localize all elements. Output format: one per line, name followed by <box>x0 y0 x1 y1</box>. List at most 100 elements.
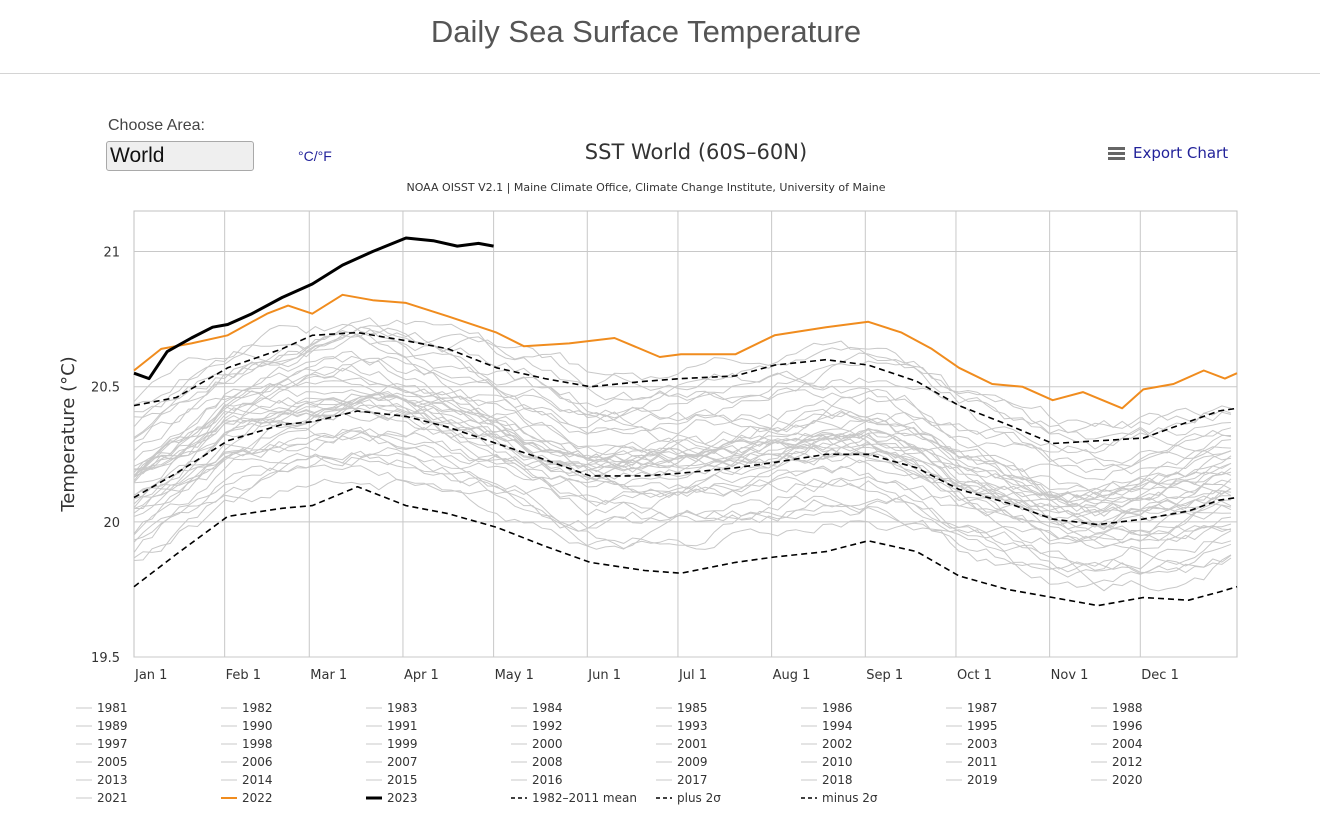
legend-item[interactable]: 1998 <box>221 737 273 751</box>
legend-label: 1988 <box>1112 701 1143 715</box>
legend-label: plus 2σ <box>677 791 721 805</box>
x-tick-label: Apr 1 <box>404 668 439 683</box>
legend-label: 2010 <box>822 755 853 769</box>
legend-label: 1993 <box>677 719 708 733</box>
year-line <box>133 329 1232 454</box>
legend-item[interactable]: 2006 <box>221 755 273 769</box>
legend-item[interactable]: 2014 <box>221 773 273 787</box>
year-line <box>133 325 1232 434</box>
legend-item[interactable]: 1982 <box>221 701 273 715</box>
year-line <box>133 450 1232 565</box>
legend-item[interactable]: 2004 <box>1091 737 1143 751</box>
legend-item[interactable]: 2008 <box>511 755 563 769</box>
legend-label: 2006 <box>242 755 273 769</box>
legend-item[interactable]: 2019 <box>946 773 998 787</box>
legend-item[interactable]: 2020 <box>1091 773 1143 787</box>
legend-item[interactable]: 1993 <box>656 719 708 733</box>
unit-toggle-link[interactable]: °C/°F <box>298 148 332 164</box>
legend-item[interactable]: 1984 <box>511 701 563 715</box>
x-tick-label: Oct 1 <box>957 668 992 683</box>
year-line <box>134 355 1232 503</box>
legend-item[interactable]: 1987 <box>946 701 998 715</box>
legend-item[interactable]: 1988 <box>1091 701 1143 715</box>
legend-label: 1989 <box>97 719 128 733</box>
chart-title: SST World (60S–60N) <box>584 140 808 164</box>
x-tick-label: Jul 1 <box>678 668 707 683</box>
legend-item[interactable]: 2017 <box>656 773 708 787</box>
legend-label: 1981 <box>97 701 128 715</box>
legend-label: 1982–2011 mean <box>532 791 637 805</box>
legend-label: 1987 <box>967 701 998 715</box>
legend-label: 2001 <box>677 737 708 751</box>
legend-item[interactable]: 1989 <box>76 719 128 733</box>
legend-item[interactable]: 2022 <box>221 791 273 805</box>
legend-item[interactable]: 2016 <box>511 773 563 787</box>
legend-label: 2013 <box>97 773 128 787</box>
legend-item[interactable]: 2005 <box>76 755 128 769</box>
legend-item[interactable]: plus 2σ <box>656 791 721 805</box>
legend-label: 1991 <box>387 719 418 733</box>
legend-item[interactable]: 2011 <box>946 755 998 769</box>
series-line-minus-2- <box>133 485 1238 607</box>
legend-label: minus 2σ <box>822 791 878 805</box>
legend-item[interactable]: 1986 <box>801 701 853 715</box>
legend-item[interactable]: 1992 <box>511 719 563 733</box>
area-select[interactable]: World <box>106 141 254 171</box>
legend-label: 1982 <box>242 701 273 715</box>
legend-item[interactable]: minus 2σ <box>801 791 878 805</box>
legend-item[interactable]: 1994 <box>801 719 853 733</box>
export-chart-label: Export Chart <box>1133 144 1229 162</box>
legend-item[interactable]: 1991 <box>366 719 418 733</box>
export-chart-button[interactable]: Export Chart <box>1108 144 1228 162</box>
legend-label: 1992 <box>532 719 563 733</box>
legend-item[interactable]: 2023 <box>366 791 418 805</box>
y-tick-label: 20 <box>103 516 120 531</box>
legend-item[interactable]: 2000 <box>511 737 563 751</box>
year-line <box>133 478 1232 592</box>
x-tick-label: Jun 1 <box>587 668 621 683</box>
year-line <box>133 326 1232 440</box>
legend-item[interactable]: 2013 <box>76 773 128 787</box>
legend-item[interactable]: 2007 <box>366 755 418 769</box>
series-line-2023 <box>133 236 494 381</box>
year-line <box>133 323 1232 429</box>
legend-item[interactable]: 1985 <box>656 701 708 715</box>
legend-item[interactable]: 1983 <box>366 701 418 715</box>
legend-item[interactable]: 2015 <box>366 773 418 787</box>
legend-item[interactable]: 1990 <box>221 719 273 733</box>
year-line <box>133 447 1232 588</box>
legend-item[interactable]: 1981 <box>76 701 128 715</box>
y-tick-label: 20.5 <box>91 381 120 396</box>
legend-label: 1990 <box>242 719 273 733</box>
legend-item[interactable]: 1996 <box>1091 719 1143 733</box>
legend-item[interactable]: 2003 <box>946 737 998 751</box>
series-line-plus-2- <box>133 331 1238 445</box>
year-line <box>133 394 1232 535</box>
legend-item[interactable]: 1997 <box>76 737 128 751</box>
legend-label: 2012 <box>1112 755 1143 769</box>
legend-item[interactable]: 2009 <box>656 755 708 769</box>
legend-item[interactable]: 2021 <box>76 791 128 805</box>
legend-item[interactable]: 2010 <box>801 755 853 769</box>
legend-item[interactable]: 2012 <box>1091 755 1143 769</box>
legend-label: 2000 <box>532 737 563 751</box>
legend-label: 2020 <box>1112 773 1143 787</box>
legend-label: 2008 <box>532 755 563 769</box>
legend-item[interactable]: 2018 <box>801 773 853 787</box>
legend-item[interactable]: 1999 <box>366 737 418 751</box>
legend-label: 1983 <box>387 701 418 715</box>
legend-item[interactable]: 2001 <box>656 737 708 751</box>
legend-label: 1997 <box>97 737 128 751</box>
year-line <box>133 331 1232 474</box>
legend-item[interactable]: 2002 <box>801 737 853 751</box>
legend-item[interactable]: 1995 <box>946 719 998 733</box>
year-line <box>133 452 1232 570</box>
x-tick-label: Feb 1 <box>226 668 261 683</box>
year-line <box>133 331 1232 464</box>
x-tick-label: Sep 1 <box>866 668 903 683</box>
legend-label: 1984 <box>532 701 563 715</box>
legend-item[interactable]: 1982–2011 mean <box>511 791 637 805</box>
legend-label: 2016 <box>532 773 563 787</box>
legend-label: 2003 <box>967 737 998 751</box>
